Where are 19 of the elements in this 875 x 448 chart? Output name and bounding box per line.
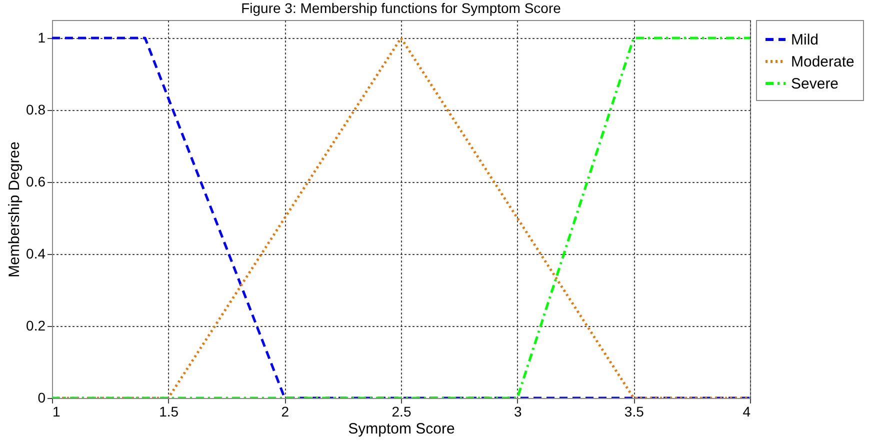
y-tick-label: 0.2 bbox=[26, 318, 46, 334]
y-tick-label: 1 bbox=[38, 30, 46, 46]
x-tick-label: 2.5 bbox=[392, 404, 412, 420]
x-tick-label: 1.5 bbox=[159, 404, 179, 420]
y-axis-title: Membership Degree bbox=[6, 142, 24, 278]
legend-label: Moderate bbox=[791, 54, 854, 70]
y-tick-label: 0 bbox=[38, 390, 46, 406]
y-tick-label: 0.6 bbox=[26, 174, 46, 190]
y-tick-label: 0.4 bbox=[26, 246, 46, 262]
chart-title: Figure 3: Membership functions for Symptom Score bbox=[241, 0, 562, 16]
x-axis-title: Symptom Score bbox=[348, 420, 455, 438]
y-tick-label: 0.8 bbox=[26, 102, 46, 118]
x-tick-label: 2 bbox=[281, 404, 290, 420]
legend-label: Severe bbox=[791, 76, 839, 92]
x-tick-label: 3.5 bbox=[624, 404, 644, 420]
legend-label: Mild bbox=[791, 32, 819, 48]
x-tick-label: 1 bbox=[52, 404, 60, 420]
x-tick-label: 4 bbox=[742, 404, 751, 420]
x-tick-label: 3 bbox=[514, 404, 522, 420]
